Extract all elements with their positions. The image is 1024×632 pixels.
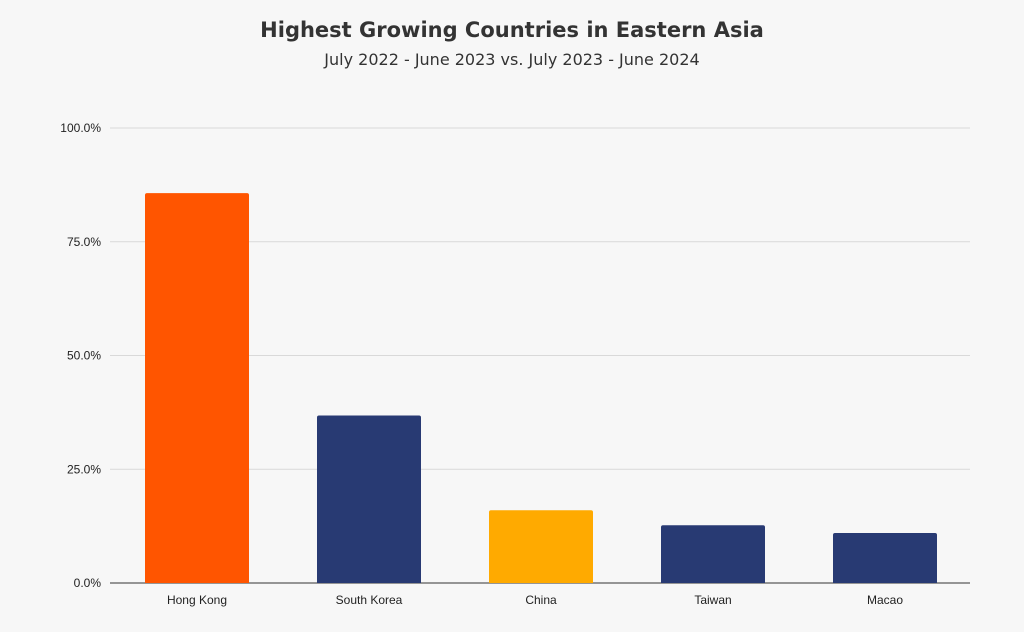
x-tick-label: Taiwan	[694, 593, 731, 607]
y-tick-label: 75.0%	[67, 235, 101, 249]
bar-china	[489, 510, 593, 583]
y-tick-label: 25.0%	[67, 462, 101, 476]
bar-taiwan	[661, 525, 765, 583]
x-tick-label: Macao	[867, 593, 903, 607]
chart-title: Highest Growing Countries in Eastern Asi…	[260, 18, 764, 42]
x-tick-label: China	[525, 593, 557, 607]
x-tick-label: South Korea	[336, 593, 403, 607]
bar-macao	[833, 532, 937, 583]
y-tick-label: 0.0%	[74, 576, 102, 590]
chart-subtitle: July 2022 - June 2023 vs. July 2023 - Ju…	[323, 50, 699, 69]
y-tick-label: 50.0%	[67, 349, 101, 363]
bar-hong-kong	[145, 193, 249, 583]
bar-south-korea	[317, 415, 421, 583]
y-tick-label: 100.0%	[60, 121, 101, 135]
x-tick-label: Hong Kong	[167, 593, 227, 607]
